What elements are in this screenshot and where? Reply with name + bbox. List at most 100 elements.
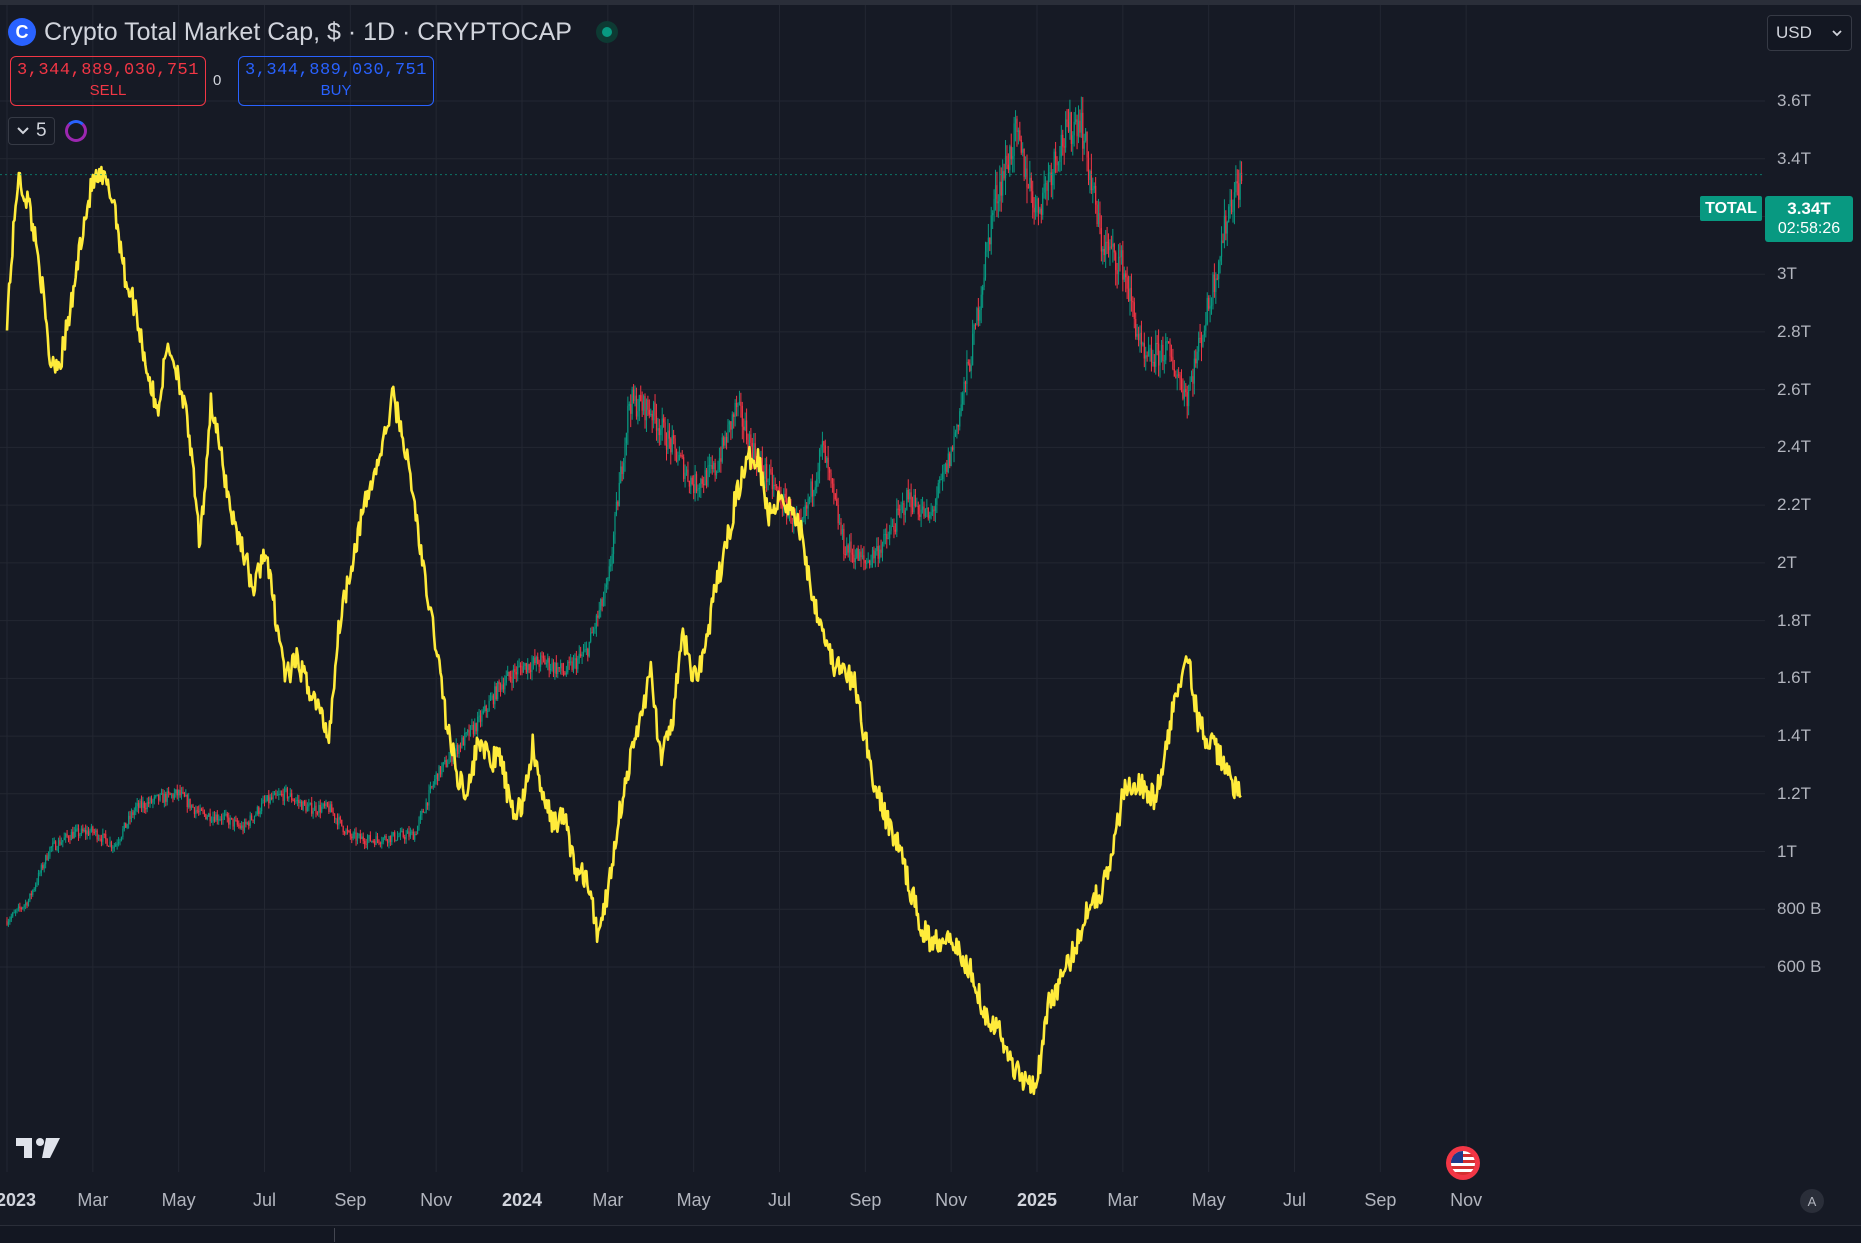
candle-up [947,447,949,474]
candle-up [1229,188,1231,219]
candle-down [235,815,237,822]
candle-down [843,523,845,561]
candle-up [49,846,51,859]
candle-down [761,446,763,476]
candle-down [644,393,646,429]
candle-up [229,815,231,830]
candle-up [1123,266,1125,283]
candle-up [296,794,299,807]
candle-up [411,829,413,836]
candle-up [45,854,47,869]
candle-down [562,662,565,677]
candle-down [1023,148,1025,182]
candle-up [212,811,214,826]
candle-up [900,501,902,519]
candle-down [1037,197,1040,226]
candle-down [1054,141,1057,174]
last-price-label: 3.34T 02:58:26 [1765,196,1853,242]
candle-up [505,670,507,686]
candle-down [1180,369,1183,393]
candle-down [806,502,808,516]
candle-down [228,812,230,829]
candle-down [143,801,145,814]
candle-up [401,827,403,833]
tradingview-logo-icon[interactable] [16,1136,62,1160]
candle-up [295,797,297,804]
candle-up [1052,169,1054,200]
candle-down [836,489,838,506]
candle-up [384,834,386,841]
candle-up [278,788,280,801]
candle-up [1188,384,1190,416]
candle-up [416,825,419,835]
candle-down [663,414,665,428]
candle-up [322,802,324,809]
candle-up [487,708,489,718]
candle-down [635,387,638,420]
candle-down [591,626,593,634]
candle-down [668,423,670,449]
candle-up [1145,346,1147,371]
candle-up [846,537,848,556]
candle-down [200,807,203,812]
candle-down [213,811,216,823]
candle-down [336,813,339,830]
candle-down [776,484,778,492]
candle-down [252,819,254,824]
candle-down [974,323,977,330]
candle-up [906,487,908,511]
currency-select[interactable]: USD [1767,15,1852,51]
time-tick-label: 2023 [0,1190,37,1210]
candle-up [32,889,34,897]
candle-down [282,788,284,805]
chart-plot-area[interactable] [0,5,1765,1172]
candle-down [351,833,353,844]
candle-down [899,504,901,518]
sell-button[interactable]: 3,344,889,030,751 SELL [10,56,206,106]
candle-up [585,641,587,656]
candle-up [222,812,224,825]
candle-down [519,662,522,676]
chevron-down-icon [17,127,29,135]
candle-down [741,401,743,440]
candle-up [249,811,251,829]
candle-up [1044,176,1047,200]
candle-down [525,662,527,675]
candle-up [1203,325,1205,342]
candle-up [13,909,15,914]
candle-up [1097,198,1100,228]
symbol-legend[interactable]: C Crypto Total Market Cap, $ · 1D · CRYP… [8,12,618,52]
candle-up [432,781,434,790]
buy-button[interactable]: 3,344,889,030,751 BUY [238,56,434,106]
candle-up [901,492,904,514]
price-axis[interactable] [1765,5,1861,1172]
candle-up [1189,376,1191,391]
candle-down [402,828,404,839]
candle-up [708,453,711,478]
candle-up [119,838,121,846]
indicators-toggle-button[interactable]: 5 [8,117,55,145]
auto-scale-button[interactable]: A [1800,1189,1824,1213]
candle-down [292,798,294,802]
candle-up [406,828,409,834]
candle-up [976,306,978,326]
candle-down [42,862,44,871]
candle-down [720,446,722,473]
candle-down [479,710,482,728]
candle-down [1096,200,1098,227]
candle-down [69,834,71,844]
candle-up [731,411,733,439]
candle-down [66,830,68,838]
candle-up [1233,181,1236,225]
candle-up [614,511,616,544]
candle-up [396,831,399,841]
candle-up [512,664,515,688]
candle-down [82,824,84,834]
candle-up [1117,244,1120,285]
candle-up [881,541,884,562]
candle-up [970,356,972,379]
us-flag-event-icon[interactable] [1446,1146,1480,1180]
candle-down [508,671,510,681]
candle-up [308,798,310,812]
candle-up [979,306,981,326]
